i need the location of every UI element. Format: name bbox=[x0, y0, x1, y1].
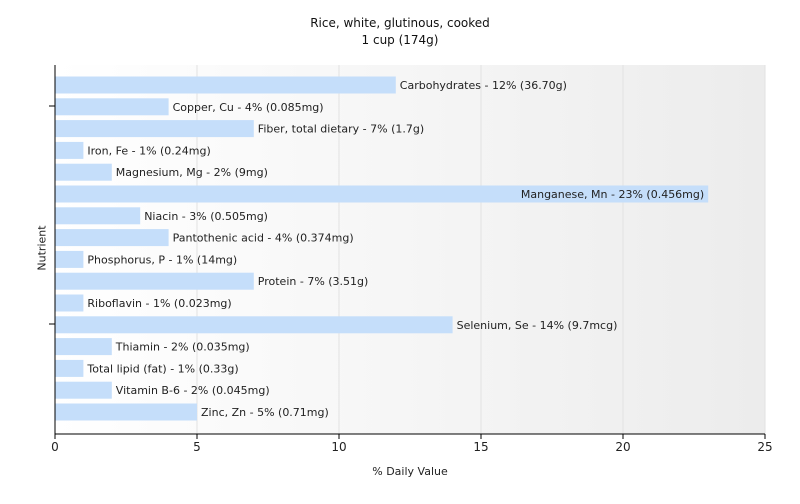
bar bbox=[55, 229, 169, 247]
bar bbox=[55, 338, 112, 356]
data-label: Iron, Fe - 1% (0.24mg) bbox=[87, 144, 210, 157]
chart-title: Rice, white, glutinous, cooked bbox=[310, 16, 490, 30]
data-label: Niacin - 3% (0.505mg) bbox=[144, 210, 268, 223]
bar bbox=[55, 98, 169, 116]
bar bbox=[55, 250, 84, 268]
data-label: Carbohydrates - 12% (36.70g) bbox=[400, 79, 567, 92]
bar bbox=[55, 120, 254, 138]
data-label: Fiber, total dietary - 7% (1.7g) bbox=[258, 123, 424, 136]
x-tick-label: 0 bbox=[51, 440, 59, 454]
bar bbox=[55, 381, 112, 399]
bar bbox=[55, 272, 254, 290]
bar bbox=[55, 207, 141, 225]
bar bbox=[55, 359, 84, 377]
bar bbox=[55, 316, 453, 334]
bar bbox=[55, 163, 112, 181]
data-label: Thiamin - 2% (0.035mg) bbox=[115, 341, 250, 354]
x-tick-label: 15 bbox=[473, 440, 488, 454]
data-label: Manganese, Mn - 23% (0.456mg) bbox=[521, 188, 704, 201]
x-tick-label: 20 bbox=[615, 440, 630, 454]
y-axis-title: Nutrient bbox=[35, 225, 49, 271]
data-label: Pantothenic acid - 4% (0.374mg) bbox=[173, 232, 354, 245]
data-label: Copper, Cu - 4% (0.085mg) bbox=[173, 101, 324, 114]
x-tick-label: 10 bbox=[331, 440, 346, 454]
bar bbox=[55, 185, 709, 203]
chart-subtitle: 1 cup (174g) bbox=[361, 33, 439, 47]
data-label: Protein - 7% (3.51g) bbox=[258, 275, 369, 288]
data-label: Magnesium, Mg - 2% (9mg) bbox=[116, 166, 268, 179]
bar bbox=[55, 294, 84, 312]
data-label: Phosphorus, P - 1% (14mg) bbox=[87, 253, 237, 266]
data-label: Vitamin B-6 - 2% (0.045mg) bbox=[116, 384, 270, 397]
data-label: Riboflavin - 1% (0.023mg) bbox=[87, 297, 231, 310]
bar bbox=[55, 76, 396, 94]
x-tick-label: 25 bbox=[757, 440, 772, 454]
data-label: Total lipid (fat) - 1% (0.33g) bbox=[86, 362, 238, 375]
x-tick-label: 5 bbox=[193, 440, 201, 454]
bar bbox=[55, 403, 197, 421]
x-axis-title: % Daily Value bbox=[372, 465, 448, 478]
data-label: Zinc, Zn - 5% (0.71mg) bbox=[201, 406, 329, 419]
bar bbox=[55, 141, 84, 159]
data-label: Selenium, Se - 14% (9.7mcg) bbox=[457, 319, 618, 332]
